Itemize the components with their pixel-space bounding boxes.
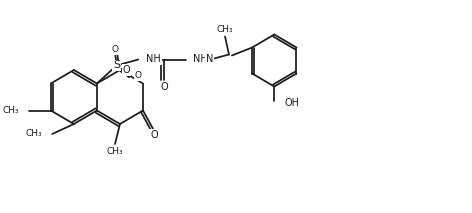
Text: N: N <box>206 55 213 65</box>
Text: NH: NH <box>146 55 161 65</box>
Text: CH₃: CH₃ <box>107 147 123 157</box>
Text: O: O <box>123 65 131 75</box>
Text: O: O <box>160 82 168 92</box>
Text: CH₃: CH₃ <box>3 106 19 115</box>
Text: NH: NH <box>194 55 208 65</box>
Text: S: S <box>113 60 120 71</box>
Text: O: O <box>135 71 141 80</box>
Text: CH₃: CH₃ <box>25 130 42 138</box>
Text: O: O <box>111 45 118 54</box>
Text: CH₃: CH₃ <box>217 25 233 34</box>
Text: OH: OH <box>284 98 299 108</box>
Text: O: O <box>150 130 158 140</box>
